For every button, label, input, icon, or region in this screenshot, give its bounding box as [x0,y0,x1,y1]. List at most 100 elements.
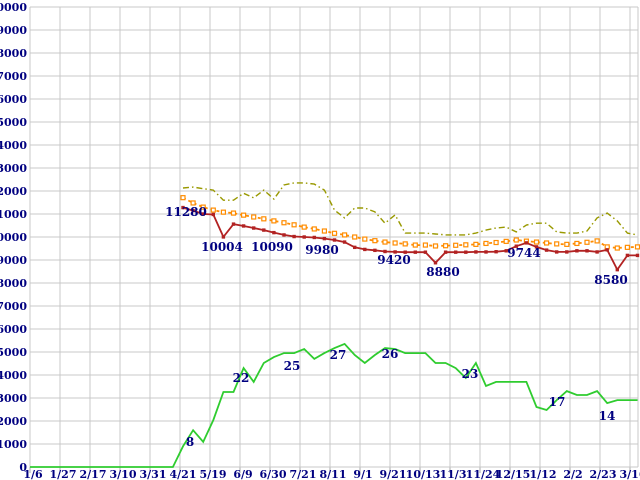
square-marker [403,250,407,254]
x-axis-label: 7/21 [290,468,317,480]
y-axis-label: 0 [19,461,27,474]
square-marker [332,238,337,242]
y-axis-label: 15000 [0,116,27,129]
square-marker [484,250,488,254]
square-marker [373,248,377,253]
y-axis-label: 1000 [0,438,27,451]
x-axis-labels: 1/6 1/27 2/17 3/10 3/31 4/21 5/19 6/9 6/30 7/21 8/… [23,468,640,480]
open-square-marker [372,238,378,244]
open-square-marker [574,240,580,247]
y-axis-label: 17000 [0,70,27,83]
y-axis-label: 14000 [0,139,27,152]
gridlines [29,6,639,473]
value-callout-label: 26 [382,347,399,361]
open-square-marker [422,242,428,248]
y-axis-label: 8000 [0,277,27,290]
square-marker [262,228,266,232]
y-axis-label: 9000 [0,254,27,267]
open-square-marker [190,200,196,206]
square-marker [544,248,549,252]
square-marker [322,236,327,241]
y-axis-label: 16000 [0,93,27,106]
open-square-marker [513,237,519,243]
square-marker [191,208,195,213]
x-axis-label: 11/24 [466,468,501,480]
open-square-marker [402,241,408,247]
value-callout-label: 8880 [426,265,459,279]
square-marker [241,224,246,228]
square-marker [443,250,448,254]
open-square-marker [463,242,469,248]
square-marker [524,241,529,245]
square-marker [383,249,387,254]
square-marker [353,245,357,250]
open-square-marker [614,245,620,251]
y-axis-label: 20000 [0,1,27,14]
open-square-marker [493,239,499,246]
y-axis-label: 2000 [0,415,27,428]
open-square-marker [200,204,206,210]
y-axis-label: 7000 [0,300,27,313]
x-axis-label: 10/13 [406,468,441,480]
square-marker [625,253,630,258]
open-square-marker [443,243,449,249]
value-callout-label: 23 [462,367,479,381]
open-square-marker [624,244,631,250]
open-square-marker [564,241,570,247]
series-line-bottom-solid-green [30,342,638,468]
y-axis-label: 11000 [0,208,27,221]
series-lower-solid-red [181,205,640,272]
square-marker [393,250,397,254]
open-square-marker [352,234,358,240]
y-axis-label: 3000 [0,392,27,405]
square-marker [494,250,498,254]
x-axis-label: 4/21 [170,468,197,480]
square-marker [565,250,569,254]
open-square-marker [291,222,297,228]
square-marker [363,247,367,252]
x-axis-label: 3/31 [140,468,167,480]
open-square-marker [362,236,368,242]
square-marker [514,244,518,248]
square-marker [282,233,286,237]
y-axis-label: 18000 [0,47,27,60]
x-axis-label: 12/15 [496,468,531,480]
x-axis-label: 2/17 [80,468,107,480]
square-marker [454,250,458,254]
x-axis-label: 6/30 [260,468,287,480]
open-square-marker [311,226,317,232]
square-marker [201,212,205,216]
x-axis-label: 1/27 [50,468,77,480]
value-callout-label: 10004 [201,240,243,254]
open-square-marker [271,218,277,224]
open-square-marker [543,240,550,246]
square-marker [504,249,508,253]
square-marker [221,235,226,239]
x-axis-label: 8/11 [320,468,347,480]
open-square-marker [432,243,439,249]
x-axis-label: 6/9 [233,468,252,480]
series-line-middle-dashed-orange [182,196,638,249]
square-marker [474,250,478,254]
square-marker [555,250,559,254]
square-marker [534,245,539,249]
open-square-marker [453,242,459,248]
open-square-marker [301,224,307,230]
value-callout-label: 27 [330,348,347,362]
open-square-marker [230,210,237,216]
square-marker [464,250,468,254]
square-marker [342,240,347,244]
x-axis-label: 3/16 [620,468,640,480]
x-axis-label: 3/10 [110,468,137,480]
open-square-marker [594,238,600,244]
value-callout-label: 9420 [377,253,410,267]
x-axis-label: 5/19 [200,468,227,480]
open-square-marker [503,238,509,244]
value-callout-label: 9980 [305,243,338,257]
value-callout-label: 25 [284,359,301,373]
open-square-marker [210,207,216,213]
square-marker [292,234,296,239]
value-callout-label: 8580 [594,273,627,287]
open-square-marker [554,241,560,247]
